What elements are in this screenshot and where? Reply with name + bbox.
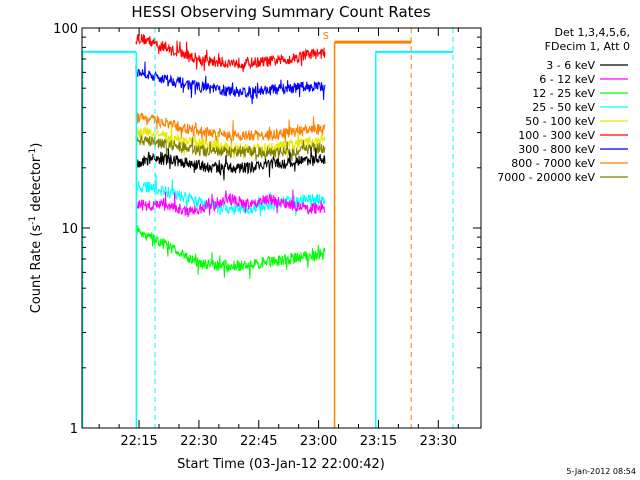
series-line-2 [135,112,326,148]
saa-s-label: S [323,31,329,42]
plot-area [81,28,454,428]
x-axis-label: Start Time (03-Jan-12 22:00:42) [177,457,385,472]
series-line-1 [135,61,326,105]
legend-entry-label-6: 300 - 800 keV [518,143,595,156]
y-tick-label-2: 1 [70,422,78,437]
legend-entry-label-5: 100 - 300 keV [518,129,595,142]
legend-entry-label-8: 7000 - 20000 keV [497,171,595,184]
legend-entry-label-4: 50 - 100 keV [525,115,595,128]
x-tick-label-5: 23:30 [420,434,457,449]
y-axis-label: Count Rate (s-1 detector-1) [28,143,44,314]
chart-title: HESSI Observing Summary Count Rates [131,3,430,21]
legend-header-fdecim: FDecim 1, Att 0 [545,40,630,53]
legend-entry-label-2: 12 - 25 keV [532,87,595,100]
legend-entry-label-3: 25 - 50 keV [532,101,595,114]
legend-entry-label-0: 3 - 6 keV [546,59,595,72]
x-tick-label-1: 22:30 [180,434,217,449]
x-tick-label-3: 23:00 [300,434,337,449]
legend-entry-label-1: 6 - 12 keV [539,73,595,86]
series-line-0 [135,33,326,72]
series-line-5 [135,147,326,181]
x-tick-label-4: 23:15 [360,434,397,449]
legend: Det 1,3,4,5,6, FDecim 1, Att 0 3 - 6 keV… [497,26,630,184]
series-line-8 [135,224,326,280]
y-tick-label-1: 10 [61,222,78,237]
x-tick-label-0: 22:15 [120,434,157,449]
series-line-7 [135,189,326,218]
legend-header-detectors: Det 1,3,4,5,6, [554,26,630,39]
legend-entry-label-7: 800 - 7000 keV [511,157,595,170]
x-tick-label-2: 22:45 [240,434,277,449]
axes: 100 10 1 22:15 22:30 22:45 23:00 23:15 23:30 [53,22,482,449]
series-line-4 [135,134,326,162]
footer-timestamp: 5-Jan-2012 08:54 [566,467,636,476]
y-tick-label-0: 100 [53,22,78,37]
